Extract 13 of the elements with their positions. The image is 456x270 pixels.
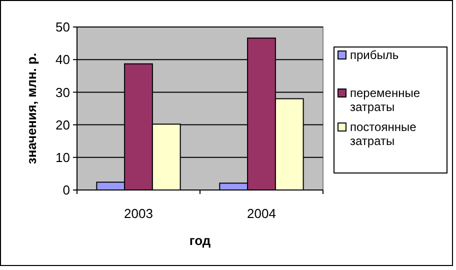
y-axis-title: значения, млн. р. bbox=[24, 52, 39, 164]
legend-label: постоянные затраты bbox=[350, 120, 417, 148]
x-tick-label: 2003 bbox=[124, 206, 153, 221]
y-tick-label: 0 bbox=[62, 182, 70, 198]
x-axis-title: год bbox=[189, 233, 212, 248]
legend-label: переменные затраты bbox=[350, 86, 420, 114]
y-tick-label: 40 bbox=[56, 52, 70, 68]
y-tick-label: 50 bbox=[56, 20, 70, 35]
y-tick-label: 10 bbox=[56, 150, 70, 165]
y-tick-label: 20 bbox=[56, 117, 70, 132]
x-tick-label: 2004 bbox=[247, 206, 276, 221]
y-tick-label: 30 bbox=[56, 84, 70, 100]
legend-label: прибыль bbox=[350, 48, 399, 62]
